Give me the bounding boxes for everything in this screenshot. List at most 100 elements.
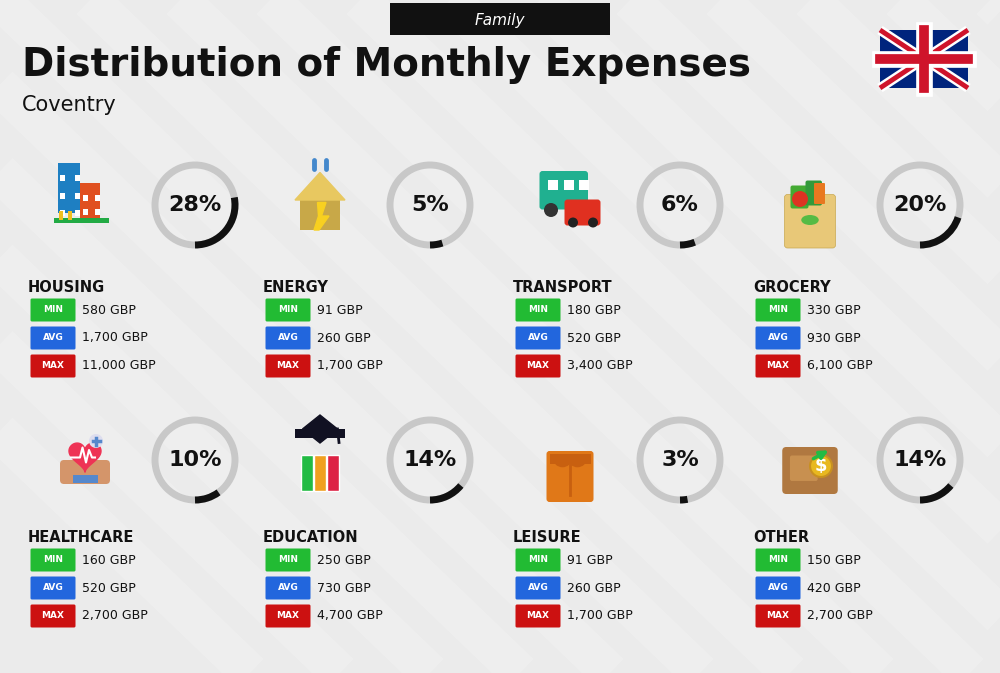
Text: MIN: MIN <box>43 306 63 314</box>
FancyBboxPatch shape <box>756 299 800 322</box>
FancyBboxPatch shape <box>82 195 88 201</box>
Text: 1,700 GBP: 1,700 GBP <box>567 610 633 623</box>
Polygon shape <box>314 203 329 230</box>
Text: GROCERY: GROCERY <box>753 280 831 295</box>
Text: AVG: AVG <box>278 334 298 343</box>
FancyBboxPatch shape <box>516 326 560 349</box>
FancyBboxPatch shape <box>564 180 574 190</box>
Text: HEALTHCARE: HEALTHCARE <box>28 530 134 545</box>
FancyBboxPatch shape <box>30 299 76 322</box>
Text: 730 GBP: 730 GBP <box>317 581 371 594</box>
FancyBboxPatch shape <box>880 30 968 88</box>
FancyBboxPatch shape <box>82 209 88 215</box>
FancyBboxPatch shape <box>95 195 100 201</box>
FancyBboxPatch shape <box>60 210 65 216</box>
Text: 3,400 GBP: 3,400 GBP <box>567 359 633 372</box>
FancyBboxPatch shape <box>300 200 340 230</box>
Text: ENERGY: ENERGY <box>263 280 329 295</box>
FancyBboxPatch shape <box>540 171 588 209</box>
FancyBboxPatch shape <box>95 209 100 215</box>
Text: LEISURE: LEISURE <box>513 530 582 545</box>
Text: 5%: 5% <box>411 195 449 215</box>
FancyBboxPatch shape <box>782 447 838 494</box>
FancyBboxPatch shape <box>390 3 610 35</box>
FancyBboxPatch shape <box>68 211 72 220</box>
Text: MAX: MAX <box>767 361 790 371</box>
Text: 260 GBP: 260 GBP <box>317 332 371 345</box>
FancyBboxPatch shape <box>30 577 76 600</box>
FancyBboxPatch shape <box>266 604 310 627</box>
FancyBboxPatch shape <box>301 455 313 491</box>
Polygon shape <box>302 415 338 443</box>
Text: 14%: 14% <box>893 450 947 470</box>
Text: MAX: MAX <box>526 612 550 621</box>
Text: 420 GBP: 420 GBP <box>807 581 861 594</box>
FancyBboxPatch shape <box>550 454 590 464</box>
Text: HOUSING: HOUSING <box>28 280 105 295</box>
Text: MAX: MAX <box>276 612 300 621</box>
FancyBboxPatch shape <box>266 577 310 600</box>
FancyBboxPatch shape <box>75 175 80 181</box>
Text: MIN: MIN <box>43 555 63 565</box>
Circle shape <box>89 434 103 448</box>
Text: MIN: MIN <box>528 555 548 565</box>
Text: MAX: MAX <box>276 361 300 371</box>
Polygon shape <box>69 443 101 472</box>
Text: TRANSPORT: TRANSPORT <box>513 280 613 295</box>
Text: 91 GBP: 91 GBP <box>317 304 363 316</box>
FancyBboxPatch shape <box>30 326 76 349</box>
FancyBboxPatch shape <box>30 604 76 627</box>
Text: 1,700 GBP: 1,700 GBP <box>317 359 383 372</box>
Text: 1,700 GBP: 1,700 GBP <box>82 332 148 345</box>
Text: 11,000 GBP: 11,000 GBP <box>82 359 156 372</box>
FancyBboxPatch shape <box>806 180 822 205</box>
Text: Family: Family <box>475 13 525 28</box>
Text: 2,700 GBP: 2,700 GBP <box>82 610 148 623</box>
FancyBboxPatch shape <box>548 180 558 190</box>
FancyBboxPatch shape <box>58 162 80 213</box>
Text: 20%: 20% <box>893 195 947 215</box>
FancyBboxPatch shape <box>579 180 589 190</box>
Text: 930 GBP: 930 GBP <box>807 332 861 345</box>
Circle shape <box>574 203 588 217</box>
FancyBboxPatch shape <box>756 604 800 627</box>
FancyBboxPatch shape <box>60 175 65 181</box>
Text: 91 GBP: 91 GBP <box>567 553 613 567</box>
FancyBboxPatch shape <box>59 211 63 220</box>
FancyBboxPatch shape <box>327 455 339 491</box>
Text: 3%: 3% <box>661 450 699 470</box>
Text: MIN: MIN <box>278 555 298 565</box>
FancyBboxPatch shape <box>54 217 109 223</box>
Text: 250 GBP: 250 GBP <box>317 553 371 567</box>
FancyBboxPatch shape <box>266 355 310 378</box>
Text: 6,100 GBP: 6,100 GBP <box>807 359 873 372</box>
FancyBboxPatch shape <box>546 451 594 502</box>
Text: AVG: AVG <box>278 583 298 592</box>
Text: 330 GBP: 330 GBP <box>807 304 861 316</box>
FancyBboxPatch shape <box>516 604 560 627</box>
Text: 2,700 GBP: 2,700 GBP <box>807 610 873 623</box>
FancyBboxPatch shape <box>790 456 818 481</box>
Text: MAX: MAX <box>526 361 550 371</box>
Text: 4,700 GBP: 4,700 GBP <box>317 610 383 623</box>
Text: Coventry: Coventry <box>22 95 117 115</box>
FancyBboxPatch shape <box>30 548 76 571</box>
FancyBboxPatch shape <box>516 577 560 600</box>
Text: 150 GBP: 150 GBP <box>807 553 861 567</box>
FancyBboxPatch shape <box>30 355 76 378</box>
FancyBboxPatch shape <box>516 548 560 571</box>
Circle shape <box>792 191 808 207</box>
FancyBboxPatch shape <box>516 299 560 322</box>
Text: 10%: 10% <box>168 450 222 470</box>
Text: MAX: MAX <box>767 612 790 621</box>
FancyBboxPatch shape <box>80 183 100 218</box>
FancyBboxPatch shape <box>784 194 836 248</box>
Circle shape <box>810 455 832 477</box>
Text: AVG: AVG <box>43 583 63 592</box>
Text: AVG: AVG <box>768 334 788 343</box>
FancyBboxPatch shape <box>756 548 800 571</box>
Text: AVG: AVG <box>43 334 63 343</box>
FancyBboxPatch shape <box>564 199 600 225</box>
FancyBboxPatch shape <box>266 548 310 571</box>
Text: MAX: MAX <box>42 361 64 371</box>
